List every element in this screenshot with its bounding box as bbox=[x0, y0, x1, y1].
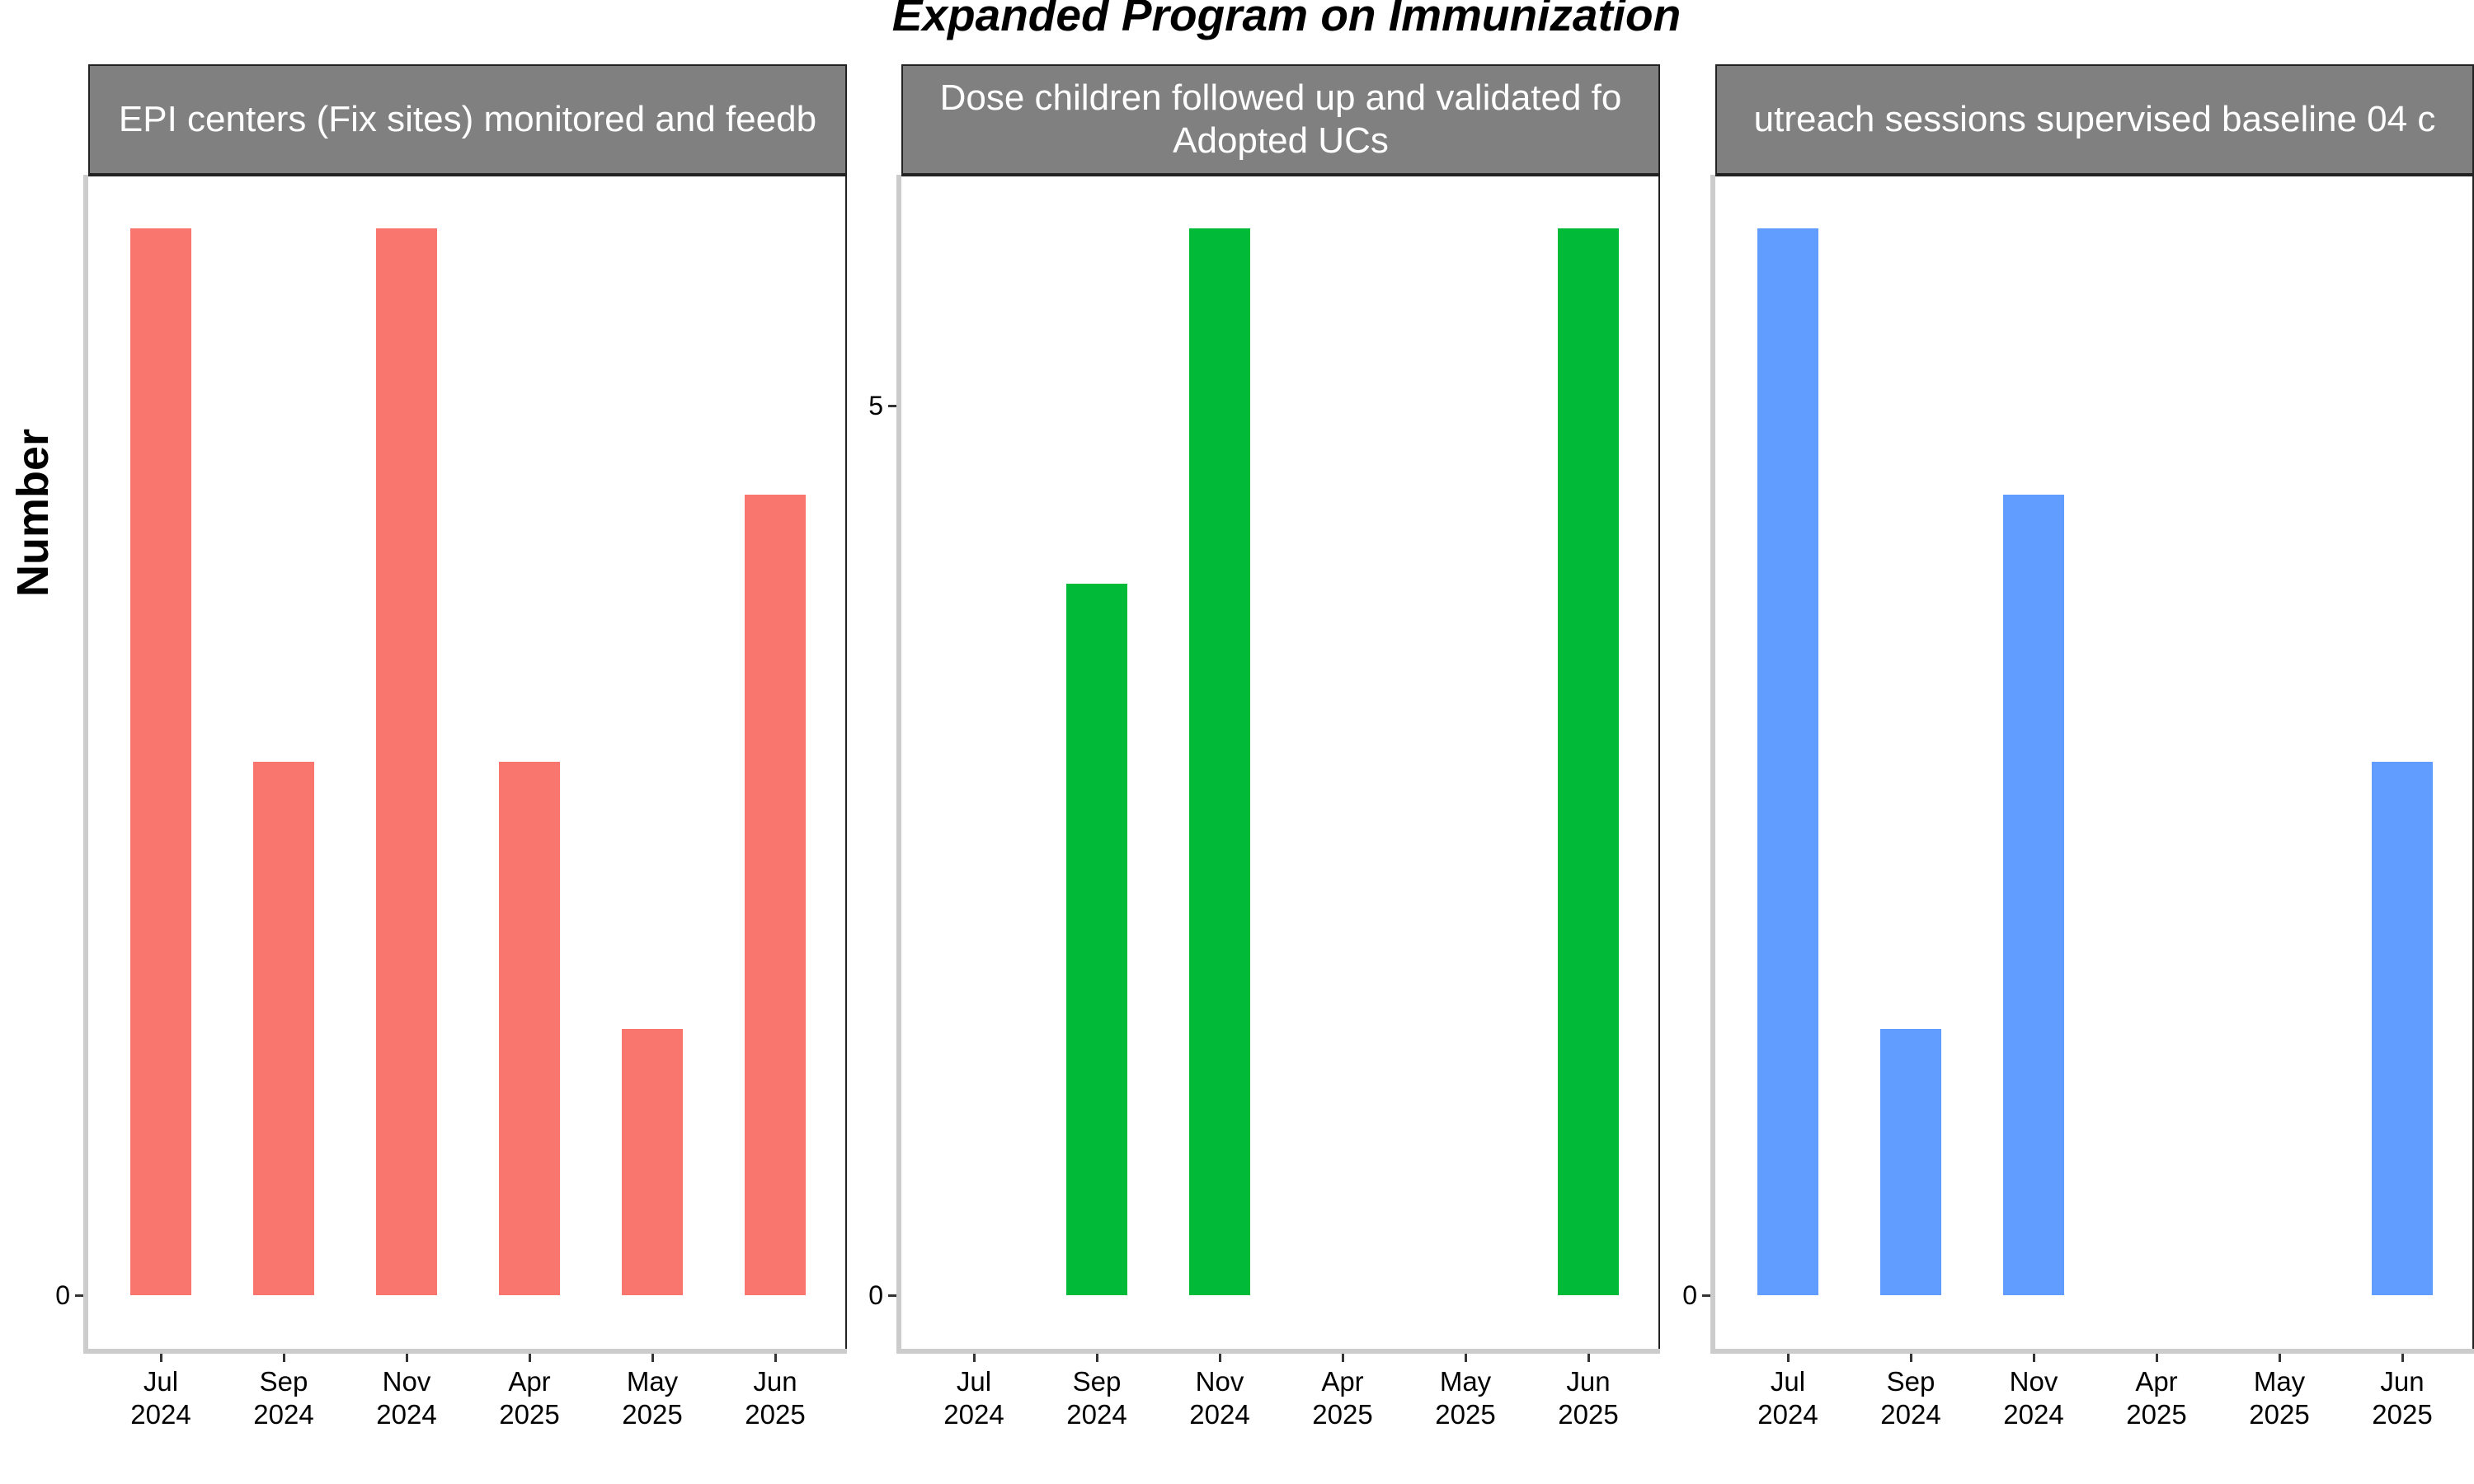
y-tick bbox=[1702, 1294, 1710, 1298]
bar bbox=[1189, 228, 1250, 1296]
facet-strip: utreach sessions supervised baseline 04 … bbox=[1715, 64, 2474, 175]
x-tick-label: Jul 2024 bbox=[943, 1366, 1004, 1430]
x-tick-label: Jun 2025 bbox=[745, 1366, 806, 1430]
x-tick bbox=[160, 1354, 162, 1362]
x-tick-label: Nov 2024 bbox=[376, 1366, 437, 1430]
x-axis-line bbox=[896, 1349, 1660, 1354]
bar bbox=[1880, 1028, 1941, 1296]
x-tick bbox=[1787, 1354, 1790, 1362]
x-axis-line bbox=[1710, 1349, 2474, 1354]
y-tick bbox=[75, 1294, 83, 1298]
y-tick bbox=[888, 1294, 896, 1298]
x-tick bbox=[529, 1354, 531, 1362]
bar bbox=[253, 762, 314, 1296]
x-tick bbox=[2279, 1354, 2281, 1362]
x-tick bbox=[1587, 1354, 1590, 1362]
x-tick bbox=[973, 1354, 976, 1362]
y-axis-title: Number bbox=[8, 428, 58, 598]
bar bbox=[1757, 228, 1818, 1296]
x-tick bbox=[1096, 1354, 1098, 1362]
x-tick bbox=[406, 1354, 408, 1362]
x-tick bbox=[2156, 1354, 2158, 1362]
x-tick bbox=[2401, 1354, 2404, 1362]
x-tick bbox=[1342, 1354, 1344, 1362]
chart-title: Expanded Program on Immunization bbox=[891, 0, 1681, 40]
bar bbox=[499, 762, 560, 1296]
bar bbox=[376, 228, 437, 1296]
bar bbox=[1066, 584, 1127, 1296]
x-tick bbox=[283, 1354, 285, 1362]
x-tick-label: Jun 2025 bbox=[1558, 1366, 1619, 1430]
x-tick-label: Jul 2024 bbox=[1757, 1366, 1818, 1430]
facet-label: Dose children followed up and validated … bbox=[939, 77, 1622, 161]
y-axis-line bbox=[83, 175, 88, 1354]
x-tick bbox=[774, 1354, 777, 1362]
x-tick bbox=[1219, 1354, 1221, 1362]
y-tick-label: 0 bbox=[1682, 1280, 1697, 1311]
x-tick-label: Apr 2025 bbox=[1312, 1366, 1373, 1430]
panel-frame bbox=[901, 175, 1660, 1351]
x-tick bbox=[2033, 1354, 2035, 1362]
y-tick bbox=[888, 405, 896, 408]
x-tick-label: Sep 2024 bbox=[253, 1366, 314, 1430]
x-tick-label: Sep 2024 bbox=[1066, 1366, 1127, 1430]
panel-frame bbox=[1715, 175, 2474, 1351]
facet-strip: EPI centers (Fix sites) monitored and fe… bbox=[88, 64, 847, 175]
panel-frame bbox=[88, 175, 847, 1351]
x-axis-line bbox=[83, 1349, 847, 1354]
bar bbox=[2372, 762, 2433, 1296]
x-tick bbox=[1910, 1354, 1912, 1362]
x-tick-label: Apr 2025 bbox=[2126, 1366, 2187, 1430]
bar bbox=[2003, 495, 2064, 1296]
x-tick bbox=[1465, 1354, 1467, 1362]
x-tick-label: Sep 2024 bbox=[1880, 1366, 1941, 1430]
y-tick-label: 0 bbox=[55, 1280, 70, 1311]
x-tick-label: May 2025 bbox=[1435, 1366, 1496, 1430]
bar bbox=[622, 1028, 683, 1296]
x-tick-label: Jun 2025 bbox=[2372, 1366, 2433, 1430]
x-tick-label: Jul 2024 bbox=[130, 1366, 191, 1430]
y-axis-line bbox=[1710, 175, 1715, 1354]
y-tick-label: 5 bbox=[868, 391, 883, 421]
facet-strip: Dose children followed up and validated … bbox=[901, 64, 1660, 175]
y-tick-label: 0 bbox=[868, 1280, 883, 1311]
x-tick bbox=[651, 1354, 654, 1362]
x-tick-label: Nov 2024 bbox=[2003, 1366, 2064, 1430]
facet-label: EPI centers (Fix sites) monitored and fe… bbox=[118, 99, 817, 139]
x-tick-label: Apr 2025 bbox=[499, 1366, 560, 1430]
bar bbox=[130, 228, 191, 1296]
facet-label: utreach sessions supervised baseline 04 … bbox=[1753, 99, 2436, 139]
y-axis-line bbox=[896, 175, 901, 1354]
x-tick-label: Nov 2024 bbox=[1189, 1366, 1250, 1430]
x-tick-label: May 2025 bbox=[2249, 1366, 2310, 1430]
bar bbox=[1558, 228, 1619, 1296]
bar bbox=[745, 495, 806, 1296]
x-tick-label: May 2025 bbox=[622, 1366, 683, 1430]
